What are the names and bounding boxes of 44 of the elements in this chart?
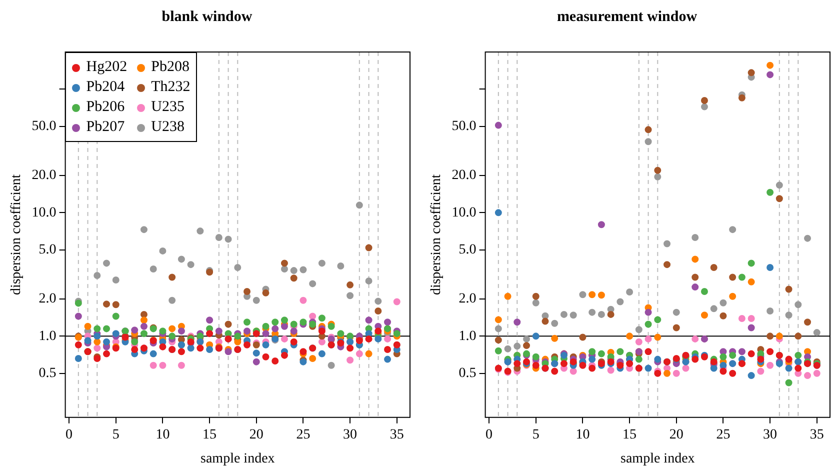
- y-tick-label: 20.0: [32, 168, 56, 184]
- y-tick-label: 1.0: [38, 328, 56, 344]
- x-tick-label: 25: [296, 427, 310, 442]
- x-tick-label: 35: [810, 427, 824, 442]
- x-tick-label: 0: [66, 427, 73, 442]
- legend-label: Pb206: [86, 99, 125, 115]
- legend-label: Hg202: [86, 59, 128, 75]
- x-tick-label: 15: [202, 427, 217, 442]
- x-tick-label: 10: [156, 427, 170, 442]
- legend-label: Th232: [151, 79, 190, 95]
- legend-label: Pb208: [151, 59, 190, 75]
- y-tick-label: 2.0: [458, 292, 476, 307]
- legend-label: Pb207: [86, 119, 125, 135]
- x-axis-title: sample index: [620, 451, 695, 466]
- y-tick-label: 0.5: [458, 366, 476, 382]
- x-tick-label: 5: [112, 427, 120, 442]
- y-tick-label: 5.0: [38, 242, 56, 258]
- y-tick-label: 1.0: [458, 328, 476, 344]
- y-tick-label: 0.5: [38, 366, 56, 382]
- x-axis-title: sample index: [200, 451, 275, 466]
- x-tick-label: 15: [622, 427, 637, 442]
- chart-title: measurement window: [556, 8, 698, 25]
- y-tick-label: 20.0: [452, 168, 476, 184]
- y-tick-label: 50.0: [32, 119, 56, 134]
- y-tick-label: 10.0: [32, 205, 56, 220]
- legend-label: U235: [151, 99, 184, 115]
- y-tick-label: 2.0: [38, 292, 56, 307]
- y-axis-title: dispersion coefficient: [429, 174, 444, 296]
- y-tick-label: 10.0: [452, 205, 476, 220]
- x-tick-label: 30: [763, 427, 778, 442]
- x-tick-label: 5: [532, 427, 540, 442]
- y-axis-title: dispersion coefficient: [9, 174, 24, 296]
- legend-label: U238: [151, 119, 184, 135]
- x-tick-label: 20: [249, 427, 264, 442]
- legend-label: Pb204: [86, 79, 125, 95]
- y-tick-label: 5.0: [458, 242, 476, 258]
- x-tick-label: 25: [716, 427, 730, 442]
- x-tick-label: 30: [343, 427, 358, 442]
- x-tick-label: 20: [669, 427, 684, 442]
- x-tick-label: 35: [390, 427, 404, 442]
- x-tick-label: 0: [486, 427, 493, 442]
- y-tick-label: 50.0: [452, 119, 476, 134]
- x-tick-label: 10: [576, 427, 590, 442]
- chart-title: blank window: [162, 8, 252, 25]
